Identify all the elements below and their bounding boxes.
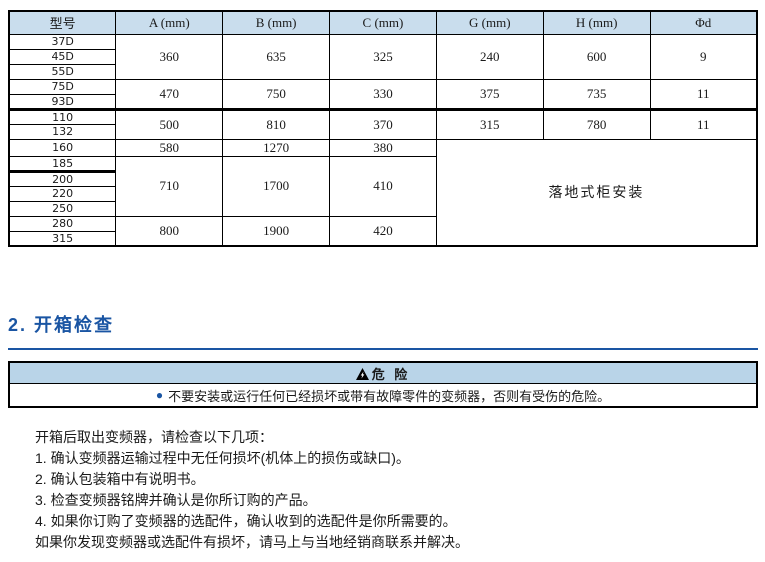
value-cell-b: 635 <box>222 33 331 80</box>
value-cell-d: 9 <box>649 33 758 80</box>
value-cell-a: 500 <box>115 108 224 140</box>
table-row: 250 <box>8 200 757 217</box>
danger-title: 危 险 <box>371 366 411 382</box>
table-row: 280 800 1900 420 <box>8 215 757 247</box>
value-cell-c: 325 <box>329 33 437 80</box>
value-cell-c: 330 <box>329 78 437 111</box>
col-header-phi-d: Φd <box>649 10 758 35</box>
value-cell-h: 735 <box>542 78 651 111</box>
model-cell: 93D <box>8 93 117 111</box>
danger-box: 危 险 ● 不要安装或运行任何已经损坏或带有故障零件的变频器，否则有受伤的危险。 <box>8 361 758 408</box>
col-header-h: H (mm) <box>542 10 651 35</box>
value-cell-g: 240 <box>435 33 544 80</box>
value-cell-g: 375 <box>435 78 544 111</box>
checklist-intro: 开箱后取出变频器，请检查以下几项： <box>35 429 273 445</box>
value-cell-g: 315 <box>435 108 544 140</box>
model-cell: 185 <box>8 155 117 173</box>
value-cell-c: 370 <box>329 108 437 140</box>
table-row: 220 <box>8 185 757 202</box>
col-header-c: C (mm) <box>329 10 437 35</box>
dimension-table: 型号 A (mm) B (mm) C (mm) G (mm) H (mm) Φd… <box>8 10 758 247</box>
value-cell-b: 1700 <box>222 155 331 217</box>
value-cell-c: 410 <box>329 155 437 217</box>
model-cell: 250 <box>8 200 117 217</box>
model-cell: 160 <box>8 138 117 157</box>
value-cell-h: 600 <box>542 33 651 80</box>
table-row: 110 500 810 370 315 780 11 <box>8 108 758 140</box>
checklist-outro: 如果你发现变频器或选配件有损坏，请马上与当地经销商联系并解决。 <box>35 534 469 550</box>
checklist-item: 4. 如果你订购了变频器的选配件，确认收到的选配件是你所需要的。 <box>35 513 457 529</box>
model-cell: 280 <box>8 215 117 232</box>
model-cell: 45D <box>8 48 117 65</box>
value-cell-d: 11 <box>649 78 758 111</box>
value-cell-a: 470 <box>115 78 224 111</box>
table-row: 185 710 1700 410 <box>8 155 757 217</box>
model-cell: 200 <box>8 170 117 187</box>
checklist-item: 3. 检查变频器铭牌并确认是你所订购的产品。 <box>35 492 317 508</box>
table-row: 315 <box>8 230 757 247</box>
table-row: 93D <box>8 93 757 111</box>
value-cell-d: 11 <box>649 108 758 140</box>
model-cell: 132 <box>8 123 117 140</box>
danger-box-body: ● 不要安装或运行任何已经损坏或带有故障零件的变频器，否则有受伤的危险。 <box>10 384 756 406</box>
value-cell-b: 1900 <box>222 215 331 247</box>
table-header-row: 型号 A (mm) B (mm) C (mm) G (mm) H (mm) Φd <box>8 10 758 35</box>
model-cell: 55D <box>8 63 117 80</box>
model-cell: 110 <box>8 108 117 125</box>
bullet-icon: ● <box>155 388 164 402</box>
danger-text: 不要安装或运行任何已经损坏或带有故障零件的变频器，否则有受伤的危险。 <box>168 388 611 404</box>
value-cell-c: 380 <box>329 138 437 157</box>
col-header-b: B (mm) <box>222 10 331 35</box>
value-cell-a: 710 <box>115 155 224 217</box>
table-row: 160 580 1270 380 落地式柜安装 <box>8 138 758 247</box>
table-row: 37D 360 635 325 240 600 9 <box>8 33 758 80</box>
value-cell-b: 810 <box>222 108 331 140</box>
danger-box-header: 危 险 <box>10 363 756 384</box>
value-cell-h: 780 <box>542 108 651 140</box>
col-header-g: G (mm) <box>435 10 544 35</box>
floor-mount-note-cell: 落地式柜安装 <box>435 138 758 247</box>
model-cell: 315 <box>8 230 117 247</box>
col-header-model: 型号 <box>8 10 117 35</box>
table-row: 75D 470 750 330 375 735 11 <box>8 78 758 111</box>
warning-triangle-bolt-icon <box>355 367 369 380</box>
unpacking-checklist: 开箱后取出变频器，请检查以下几项： 1. 确认变频器运输过程中无任何损坏(机体上… <box>35 427 745 553</box>
checklist-item: 2. 确认包装箱中有说明书。 <box>35 471 205 487</box>
value-cell-a: 580 <box>115 138 224 157</box>
model-cell: 37D <box>8 33 117 50</box>
value-cell-a: 360 <box>115 33 224 80</box>
section-title: 2. 开箱检查 <box>8 311 758 350</box>
value-cell-c: 420 <box>329 215 437 247</box>
model-cell: 220 <box>8 185 117 202</box>
col-header-a: A (mm) <box>115 10 224 35</box>
value-cell-a: 800 <box>115 215 224 247</box>
checklist-item: 1. 确认变频器运输过程中无任何损坏(机体上的损伤或缺口)。 <box>35 450 410 466</box>
model-cell: 75D <box>8 78 117 95</box>
value-cell-b: 1270 <box>222 138 331 157</box>
value-cell-b: 750 <box>222 78 331 111</box>
